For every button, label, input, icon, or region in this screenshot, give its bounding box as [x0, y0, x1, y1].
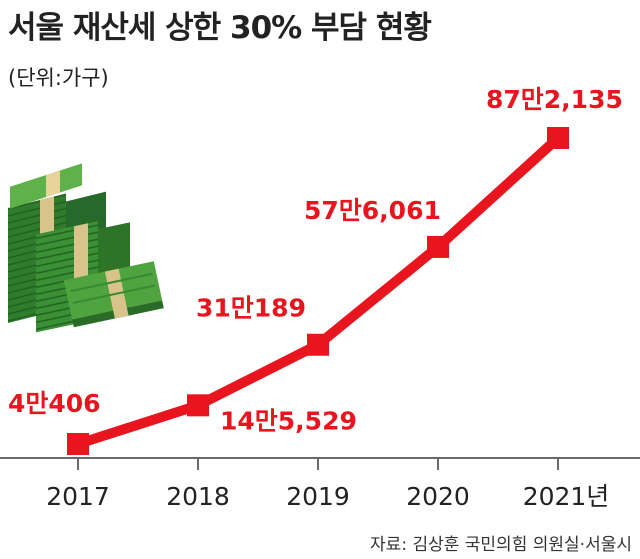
source-note: 자료: 김상훈 국민의힘 의원실·서울시	[370, 535, 632, 555]
x-tick-label: 2019	[286, 482, 350, 511]
data-label: 57만6,061	[304, 196, 441, 225]
x-tick-label: 2020	[406, 482, 470, 511]
data-point-marker	[67, 433, 89, 455]
chart-title: 서울 재산세 상한 30% 부담 현황	[8, 10, 432, 46]
x-tick-label: 2017	[46, 482, 110, 511]
data-label: 87만2,135	[486, 85, 623, 114]
data-point-marker	[187, 394, 209, 417]
data-label: 31만189	[196, 294, 306, 323]
unit-label: (단위:가구)	[8, 66, 109, 90]
data-label: 4만406	[8, 389, 101, 418]
data-label: 14만5,529	[220, 406, 357, 435]
data-point-marker	[427, 235, 449, 258]
money-stack-icon	[8, 163, 164, 333]
data-point-marker	[307, 333, 329, 356]
data-point-marker	[547, 127, 569, 149]
x-tick-label: 2021년	[523, 482, 610, 511]
x-tick-label: 2018	[166, 482, 230, 511]
